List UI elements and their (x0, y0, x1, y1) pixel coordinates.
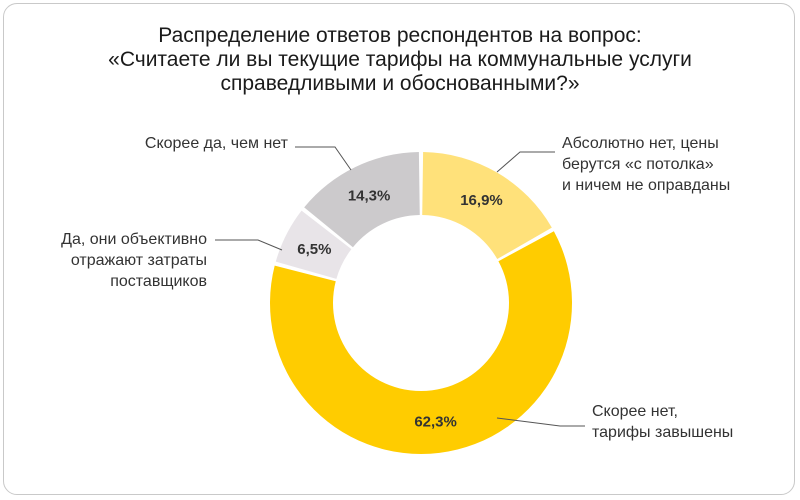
title-line-1: Распределение ответов респондентов на во… (158, 24, 642, 47)
slice-category-label-line: берутся «с потолка» (562, 156, 714, 173)
slice-category-label-line: Абсолютно нет, цены (562, 135, 719, 152)
slice-2 (275, 210, 352, 279)
slice-0 (422, 152, 552, 260)
slice-category-label-1: Скорее нет, тарифы завышены (592, 403, 733, 441)
slice-category-label-line: тарифы завышены (592, 424, 733, 441)
slice-category-label-line: поставщиков (110, 273, 207, 290)
slice-category-label-line: Скорее нет, (592, 403, 678, 420)
slice-value-label-1: 62,3% (414, 414, 457, 431)
slice-category-label-line: отражают затраты (71, 252, 207, 269)
slice-category-label-0: Абсолютно нет, цены берутся «с потолка» и … (562, 135, 730, 194)
slice-value-label-3: 14,3% (348, 187, 391, 204)
slice-3 (304, 152, 420, 248)
slice-category-label-3: Скорее да, чем нет (145, 135, 289, 152)
slice-category-label-line: Скорее да, чем нет (145, 135, 289, 152)
slice-category-label-line: Да, они объективно (61, 231, 207, 248)
chart-title: Распределение ответов респондентов на во… (0, 24, 800, 96)
leader-line-2 (215, 239, 283, 251)
slice-category-label-line: и ничем не оправданы (562, 177, 730, 194)
leader-line-3 (295, 146, 352, 171)
leader-line-1 (496, 417, 585, 427)
leader-line-0 (496, 151, 555, 173)
slice-1 (269, 231, 572, 455)
slice-value-label-0: 16,9% (460, 192, 503, 209)
title-line-3: справедливыми и обоснованными?» (220, 72, 580, 95)
title-line-2: «Считаете ли вы текущие тарифы на коммун… (108, 48, 692, 71)
slice-category-label-2: Да, они объективно отражают затраты постав… (61, 231, 207, 290)
slice-value-label-2: 6,5% (297, 241, 331, 258)
